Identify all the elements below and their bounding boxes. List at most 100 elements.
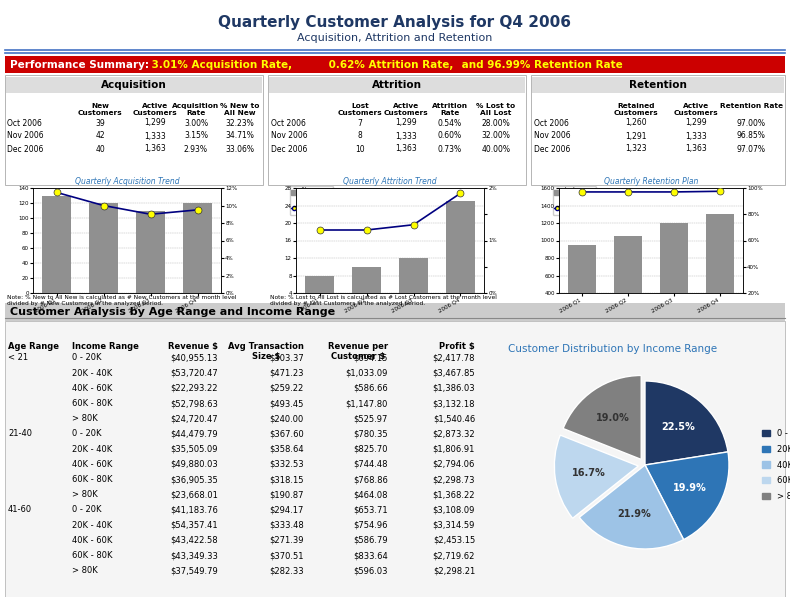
Text: $333.48: $333.48 [269,521,304,530]
Title: Quarterly Acquisition Trend: Quarterly Acquisition Trend [75,177,179,186]
Text: $35,505.09: $35,505.09 [171,445,218,454]
Text: 41-60: 41-60 [8,506,32,515]
Text: $43,349.33: $43,349.33 [170,551,218,560]
Text: Lost
Customers: Lost Customers [337,103,382,116]
Text: $1,147.80: $1,147.80 [346,399,388,408]
Text: $36,905.35: $36,905.35 [171,475,218,484]
Legend: Lost
Customers, Attrition
Rate: Lost Customers, Attrition Rate [552,186,596,215]
Text: Acquisition
Rate: Acquisition Rate [172,103,220,116]
Bar [5,303,785,321]
Text: $40,955.13: $40,955.13 [171,353,218,362]
Text: Retention: Retention [629,80,687,90]
Text: 2.93%: 2.93% [184,144,208,153]
Bar [531,75,785,185]
Text: $596.03: $596.03 [353,567,388,576]
Text: $3,108.09: $3,108.09 [433,506,475,515]
Bar [614,236,641,328]
Text: 3.00%: 3.00% [184,118,208,128]
Text: Oct 2006: Oct 2006 [534,118,569,128]
Text: 97.07%: 97.07% [736,144,766,153]
Text: $3,132.18: $3,132.18 [432,399,475,408]
Text: New
Customers: New Customers [77,103,122,116]
Text: $825.70: $825.70 [353,445,388,454]
Text: Income Range: Income Range [72,342,139,351]
Text: $768.86: $768.86 [353,475,388,484]
Bar [6,77,262,93]
Text: 22.5%: 22.5% [661,421,694,432]
Text: Dec 2006: Dec 2006 [7,144,43,153]
Text: 40: 40 [95,144,105,153]
Text: $303.37: $303.37 [269,353,304,362]
Text: $282.33: $282.33 [269,567,304,576]
Text: 32.00%: 32.00% [482,131,510,140]
Text: 1,299: 1,299 [145,118,166,128]
Text: 1,333: 1,333 [144,131,166,140]
Wedge shape [563,376,641,460]
Title: Quarterly Retention Plan: Quarterly Retention Plan [604,177,698,186]
Text: % Lost to
All Lost: % Lost to All Lost [476,103,516,116]
Text: $294.17: $294.17 [269,506,304,515]
Text: $54,357.41: $54,357.41 [171,521,218,530]
Text: 40K - 60K: 40K - 60K [72,536,112,545]
Text: $44,479.79: $44,479.79 [171,429,218,439]
Text: 28.00%: 28.00% [482,118,510,128]
Text: 1,299: 1,299 [685,118,707,128]
Text: $49,880.03: $49,880.03 [171,460,218,469]
Text: > 80K: > 80K [72,414,98,423]
Text: $653.71: $653.71 [353,506,388,515]
Text: 1,291: 1,291 [625,131,647,140]
Text: Retained
Customers: Retained Customers [614,103,658,116]
Text: 33.06%: 33.06% [225,144,254,153]
Text: $754.96: $754.96 [353,521,388,530]
Text: 1,363: 1,363 [395,144,417,153]
Text: 19.0%: 19.0% [596,413,630,423]
Bar [43,195,70,293]
Text: $464.08: $464.08 [353,490,388,499]
Bar [269,77,525,93]
Text: 40K - 60K: 40K - 60K [72,460,112,469]
Text: $53,720.47: $53,720.47 [171,369,218,378]
Text: 60K - 80K: 60K - 80K [72,551,112,560]
Text: $2,417.78: $2,417.78 [432,353,475,362]
Text: 0.73%: 0.73% [438,144,462,153]
Text: 39: 39 [95,118,105,128]
Text: Acquisition, Attrition and Retention: Acquisition, Attrition and Retention [297,33,493,43]
Text: $332.53: $332.53 [269,460,304,469]
Wedge shape [555,435,638,518]
Text: $2,298.21: $2,298.21 [433,567,475,576]
Bar [352,267,381,310]
Legend: 0 - 20K, 20K - 40K, 40K - 60K, 60K - 80K, > 80K: 0 - 20K, 20K - 40K, 40K - 60K, 60K - 80K… [758,426,790,504]
Text: $318.15: $318.15 [269,475,304,484]
Text: 60K - 80K: 60K - 80K [72,399,112,408]
Text: 0 - 20K: 0 - 20K [72,429,101,439]
Text: 20K - 40K: 20K - 40K [72,445,112,454]
Text: Profit $: Profit $ [439,342,475,351]
Text: 8: 8 [358,131,363,140]
Wedge shape [645,381,728,465]
Text: $271.39: $271.39 [269,536,304,545]
Text: 1,333: 1,333 [685,131,707,140]
Text: Dec 2006: Dec 2006 [534,144,570,153]
Text: 40K - 60K: 40K - 60K [72,384,112,393]
Text: 10: 10 [356,144,365,153]
Text: 40.00%: 40.00% [481,144,510,153]
Text: and 96.99% Retention Rate: and 96.99% Retention Rate [458,60,623,69]
Text: 3.01% Acquisition Rate,: 3.01% Acquisition Rate, [148,60,292,69]
Text: $37,549.79: $37,549.79 [171,567,218,576]
Text: $2,873.32: $2,873.32 [432,429,475,439]
Text: $370.51: $370.51 [269,551,304,560]
Text: Acquisition: Acquisition [101,80,167,90]
Text: 34.71%: 34.71% [226,131,254,140]
Bar [568,245,596,328]
Text: 96.85%: 96.85% [736,131,766,140]
Text: Dec 2006: Dec 2006 [271,144,307,153]
Bar [400,258,427,310]
Wedge shape [579,465,683,549]
Legend: New
Customers, Acquisition
Rate: New Customers, Acquisition Rate [290,186,333,215]
Text: $43,422.58: $43,422.58 [171,536,218,545]
Text: $358.64: $358.64 [269,445,304,454]
Text: 3.15%: 3.15% [184,131,208,140]
Bar [660,223,688,328]
Text: $471.23: $471.23 [269,369,304,378]
Text: Customer Distribution by Income Range: Customer Distribution by Income Range [509,344,717,353]
